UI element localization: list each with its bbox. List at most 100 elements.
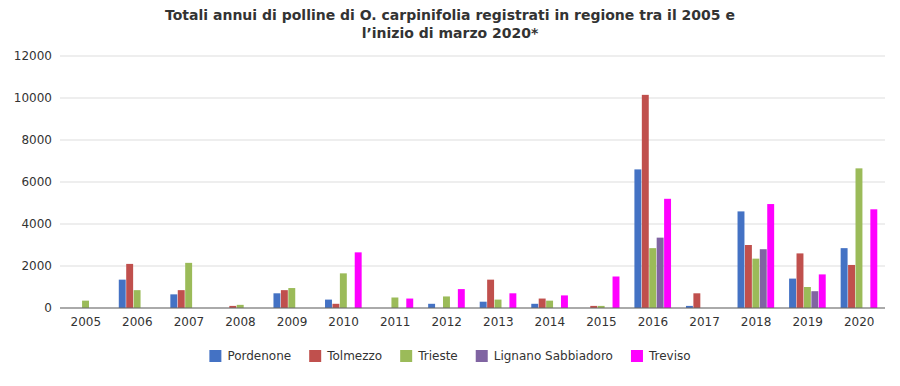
bar xyxy=(870,209,877,308)
legend-swatch xyxy=(400,350,412,362)
bar xyxy=(856,168,863,308)
legend-item: Tolmezzo xyxy=(309,349,382,363)
bar xyxy=(509,293,516,308)
legend: Pordenone Tolmezzo Trieste Lignano Sabbiado… xyxy=(209,349,690,363)
bar xyxy=(634,169,641,308)
legend-label: Tolmezzo xyxy=(326,349,382,363)
x-tick-label: 2014 xyxy=(535,315,566,329)
grid-line xyxy=(60,56,885,57)
title-line: l’inizio di marzo 2020* xyxy=(362,25,539,41)
bar xyxy=(185,263,192,308)
legend-label: Treviso xyxy=(648,349,691,363)
bar xyxy=(288,288,295,308)
bar xyxy=(134,290,141,308)
bar xyxy=(561,295,568,308)
y-tick-label: 2000 xyxy=(21,259,52,273)
grid xyxy=(60,56,885,308)
legend-item: Treviso xyxy=(631,349,691,363)
bar xyxy=(458,289,465,308)
x-tick-label: 2013 xyxy=(483,315,514,329)
bar xyxy=(170,294,177,308)
bar xyxy=(848,265,855,308)
bar xyxy=(487,280,494,308)
x-tick-label: 2006 xyxy=(122,315,153,329)
x-tick-label: 2005 xyxy=(71,315,102,329)
bar xyxy=(443,296,450,308)
legend-item: Trieste xyxy=(400,349,458,363)
grid-line xyxy=(60,308,885,309)
title-line: Totali annui di polline di O. carpinifol… xyxy=(165,7,735,23)
bar xyxy=(745,245,752,308)
bar xyxy=(752,259,759,308)
bars xyxy=(82,95,877,308)
x-tick-label: 2019 xyxy=(792,315,823,329)
x-tick-label: 2020 xyxy=(844,315,875,329)
x-axis-line xyxy=(60,308,885,309)
bar xyxy=(332,304,339,308)
bar xyxy=(82,301,89,308)
bar xyxy=(495,300,502,308)
bar xyxy=(642,95,649,308)
legend-item: Lignano Sabbiadoro xyxy=(476,349,613,363)
bar xyxy=(406,299,413,308)
y-tick-label: 10000 xyxy=(14,91,52,105)
legend-label: Lignano Sabbiadoro xyxy=(494,349,613,363)
legend-swatch xyxy=(309,350,321,362)
bar xyxy=(340,273,347,308)
legend-swatch xyxy=(631,350,643,362)
chart: Totali annui di polline di O. carpinifol… xyxy=(0,0,900,386)
x-tick-label: 2015 xyxy=(586,315,617,329)
bar xyxy=(480,302,487,308)
x-tick-label: 2010 xyxy=(328,315,359,329)
title: Totali annui di polline di O. carpinifol… xyxy=(165,7,735,41)
legend-swatch xyxy=(209,350,221,362)
y-tick-label: 12000 xyxy=(14,49,52,63)
bar xyxy=(428,304,435,308)
grid-line xyxy=(60,98,885,99)
bar xyxy=(811,291,818,308)
legend-item: Pordenone xyxy=(209,349,291,363)
bar xyxy=(119,280,126,308)
legend-label: Pordenone xyxy=(227,349,291,363)
legend-label: Trieste xyxy=(417,349,458,363)
x-tick-label: 2012 xyxy=(431,315,462,329)
bar xyxy=(325,300,332,308)
bar xyxy=(355,252,362,308)
x-tick-label: 2007 xyxy=(174,315,205,329)
x-tick-label: 2018 xyxy=(741,315,772,329)
grid-line xyxy=(60,182,885,183)
bar xyxy=(657,238,664,308)
bar xyxy=(789,279,796,308)
x-tick-label: 2016 xyxy=(638,315,669,329)
x-tick-label: 2008 xyxy=(225,315,256,329)
bar xyxy=(760,249,767,308)
grid-line xyxy=(60,224,885,225)
x-tick-label: 2017 xyxy=(689,315,720,329)
bar xyxy=(391,298,398,309)
bar xyxy=(664,199,671,308)
bar xyxy=(767,204,774,308)
x-tick-label: 2011 xyxy=(380,315,411,329)
bar xyxy=(738,211,745,308)
bar xyxy=(693,293,700,308)
bar xyxy=(178,290,185,308)
bar xyxy=(797,253,804,308)
bar xyxy=(531,304,538,308)
y-tick-label: 8000 xyxy=(21,133,52,147)
x-tick-label: 2009 xyxy=(277,315,308,329)
bar xyxy=(804,287,811,308)
y-tick-label: 4000 xyxy=(21,217,52,231)
y-tick-label: 0 xyxy=(44,301,52,315)
bar xyxy=(281,290,288,308)
y-tick-label: 6000 xyxy=(21,175,52,189)
bar xyxy=(273,293,280,308)
bar xyxy=(649,248,656,308)
legend-swatch xyxy=(476,350,488,362)
bar xyxy=(613,277,620,309)
bar xyxy=(126,264,133,308)
bar xyxy=(819,274,826,308)
bar xyxy=(546,301,553,308)
bar xyxy=(841,248,848,308)
bar xyxy=(539,299,546,308)
grid-line xyxy=(60,140,885,141)
